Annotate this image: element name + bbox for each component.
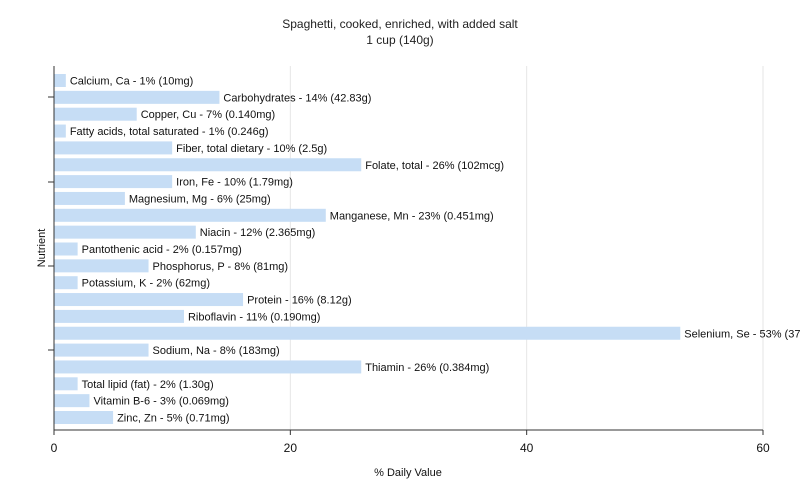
bar: [54, 326, 681, 340]
bar-label: Magnesium, Mg - 6% (25mg): [129, 193, 271, 205]
bar: [54, 175, 173, 189]
bar-label: Zinc, Zn - 5% (0.71mg): [117, 413, 229, 425]
bar: [54, 276, 78, 290]
x-tick-label: 0: [51, 441, 58, 455]
bar: [54, 158, 362, 172]
chart-title-block: Spaghetti, cooked, enriched, with added …: [0, 16, 800, 48]
bars-group: Calcium, Ca - 1% (10mg) Carbohydrates - 1…: [54, 74, 800, 425]
bar-label: Selenium, Se - 53% (37.0mcg): [684, 328, 800, 340]
bar-label: Calcium, Ca - 1% (10mg): [70, 76, 193, 88]
bar-label: Sodium, Na - 8% (183mg): [153, 345, 280, 357]
bar-label: Vitamin B-6 - 3% (0.069mg): [93, 396, 229, 408]
bar-label: Folate, total - 26% (102mcg): [365, 160, 504, 172]
bar: [54, 141, 173, 155]
bar: [54, 191, 125, 205]
bar-label: Phosphorus, P - 8% (81mg): [153, 261, 289, 273]
bar: [54, 259, 149, 273]
bar: [54, 360, 362, 374]
bar: [54, 377, 78, 391]
bar: [54, 411, 114, 424]
bar-label: Carbohydrates - 14% (42.83g): [223, 92, 371, 104]
bar: [54, 242, 78, 256]
bar-label: Protein - 16% (8.12g): [247, 295, 352, 307]
y-axis-title: Nutrient: [36, 229, 48, 268]
bar: [54, 90, 220, 104]
bar: [54, 107, 137, 121]
chart-subtitle: 1 cup (140g): [366, 33, 434, 47]
x-tick-label: 60: [756, 441, 770, 455]
bar-label: Potassium, K - 2% (62mg): [82, 278, 210, 290]
bar: [54, 293, 244, 307]
bar: [54, 124, 66, 138]
axes-group: 0 20 40 60: [48, 66, 770, 455]
bar-label: Total lipid (fat) - 2% (1.30g): [82, 379, 214, 391]
bar-label: Fatty acids, total saturated - 1% (0.246…: [70, 126, 269, 138]
bar-label: Iron, Fe - 10% (1.79mg): [176, 177, 293, 189]
bar-label: Thiamin - 26% (0.384mg): [365, 362, 489, 374]
bar: [54, 74, 66, 87]
x-tick-label: 20: [284, 441, 298, 455]
bar-label: Pantothenic acid - 2% (0.157mg): [82, 244, 242, 256]
x-tick-label: 40: [520, 441, 534, 455]
bar: [54, 208, 326, 222]
bar-label: Niacin - 12% (2.365mg): [200, 227, 316, 239]
bar-label: Copper, Cu - 7% (0.140mg): [141, 109, 276, 121]
bar: [54, 343, 149, 357]
bar-label: Manganese, Mn - 23% (0.451mg): [330, 210, 494, 222]
bar-label: Riboflavin - 11% (0.190mg): [188, 311, 320, 323]
x-axis-title: % Daily Value: [374, 467, 442, 479]
chart-title: Spaghetti, cooked, enriched, with added …: [282, 17, 518, 31]
bar: [54, 394, 90, 408]
bar: [54, 309, 184, 323]
bar: [54, 225, 196, 239]
bar-label: Fiber, total dietary - 10% (2.5g): [176, 143, 327, 155]
